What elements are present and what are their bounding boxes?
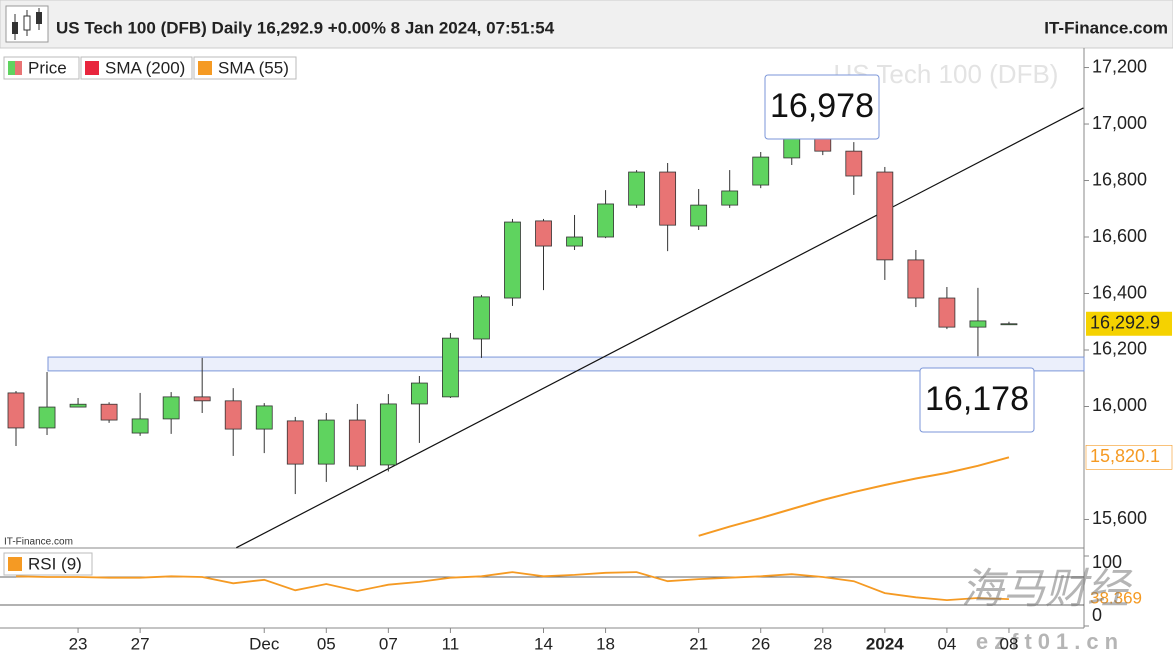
x-tick-label: 21	[689, 634, 708, 653]
watermark-cn: 海马财经	[961, 565, 1133, 612]
y-tick-label: 0	[1092, 605, 1102, 625]
sma-tag	[1085, 445, 1173, 470]
candle-body	[938, 297, 956, 328]
x-tick-label: 2024	[866, 634, 904, 653]
legend-label: SMA (55)	[218, 58, 289, 77]
candle-body	[7, 392, 25, 429]
x-tick-label: 04	[937, 634, 956, 653]
legend-box	[80, 56, 193, 80]
candle-body	[442, 337, 459, 398]
candle-body	[721, 190, 739, 206]
x-tick-label: 18	[596, 634, 615, 653]
y-tick-label: 16,800	[1092, 169, 1147, 189]
x-tick-label: 26	[751, 634, 770, 653]
chart-title: US Tech 100 (DFB) Daily 16,292.9 +0.00% …	[56, 18, 555, 37]
legend-box	[3, 552, 93, 576]
legend-label: SMA (200)	[105, 58, 185, 77]
legend-swatch	[8, 557, 22, 571]
candle-body	[690, 204, 708, 227]
candle-body	[379, 403, 397, 466]
candle-body	[348, 419, 366, 467]
legend-swatch	[198, 61, 212, 75]
x-tick-label: 23	[69, 634, 88, 653]
annotation-box	[919, 367, 1035, 433]
candle-body	[1000, 323, 1018, 326]
candle-body	[131, 418, 149, 434]
candle-body	[845, 150, 863, 177]
candle-body	[69, 403, 87, 408]
candle-body	[162, 396, 180, 420]
candle-body	[535, 220, 552, 247]
x-tick-label: 05	[317, 634, 336, 653]
last-price-label: 16,292.9	[1090, 313, 1160, 333]
legend-box	[193, 56, 297, 80]
x-tick-label: 14	[534, 634, 553, 653]
source-small: IT-Finance.com	[4, 537, 73, 548]
legend-swatch	[85, 61, 99, 75]
logo-icon	[5, 5, 49, 43]
legend-swatch	[15, 61, 22, 75]
y-tick-label: 17,200	[1092, 56, 1147, 76]
candle-body	[317, 419, 335, 465]
candle-body	[100, 403, 118, 421]
x-tick-label: 08	[999, 634, 1018, 653]
legend-label: Price	[28, 58, 67, 77]
annotation-label: 16,978	[770, 87, 874, 125]
candle-body	[814, 138, 832, 152]
y-tick-label: 16,200	[1092, 339, 1147, 359]
rsi-value-label: 38.369	[1090, 589, 1142, 608]
legend-label: RSI (9)	[28, 554, 82, 573]
annotation-box	[764, 74, 880, 140]
candle-body	[566, 236, 583, 247]
line-series	[15, 571, 1009, 602]
legend-swatch	[8, 61, 15, 75]
candle-body	[969, 320, 987, 328]
y-tick-label: 16,000	[1092, 395, 1147, 415]
y-tick-label: 17,000	[1092, 113, 1147, 133]
candle-body	[193, 396, 211, 402]
x-tick-label: 28	[813, 634, 832, 653]
candle-body	[876, 171, 894, 261]
candle-body	[659, 171, 677, 226]
candle-body	[597, 203, 614, 238]
candle-body	[752, 156, 770, 186]
y-tick-label: 15,600	[1092, 508, 1147, 528]
y-tick-label: 16,600	[1092, 226, 1147, 246]
candle-body	[286, 420, 304, 465]
support-zone	[47, 356, 1085, 372]
annotation-label: 16,178	[925, 380, 1029, 418]
x-tick-label: Dec	[249, 634, 280, 653]
last-price-tag	[1086, 311, 1172, 336]
brand: IT-Finance.com	[1044, 18, 1168, 37]
candle-body	[38, 406, 56, 429]
header-bar	[0, 0, 1173, 49]
candle-body	[255, 405, 273, 430]
y-tick-label: 16,400	[1092, 282, 1147, 302]
candle-body	[410, 382, 428, 405]
sma-value-label: 15,820.1	[1090, 446, 1160, 466]
candle-body	[224, 400, 242, 430]
line-series	[698, 456, 1010, 537]
candle-body	[504, 221, 521, 299]
x-tick-label: 11	[442, 634, 460, 653]
candle-body	[907, 259, 925, 299]
trend-line	[236, 107, 1084, 549]
x-tick-label: 27	[131, 634, 150, 653]
legend-box	[3, 56, 80, 80]
candle-body	[783, 137, 801, 159]
candle-body	[473, 296, 490, 340]
y-tick-label: 100	[1092, 552, 1122, 572]
candle-body	[628, 171, 645, 206]
watermark-url: ezft01.cn	[976, 629, 1124, 654]
x-tick-label: 07	[379, 634, 398, 653]
